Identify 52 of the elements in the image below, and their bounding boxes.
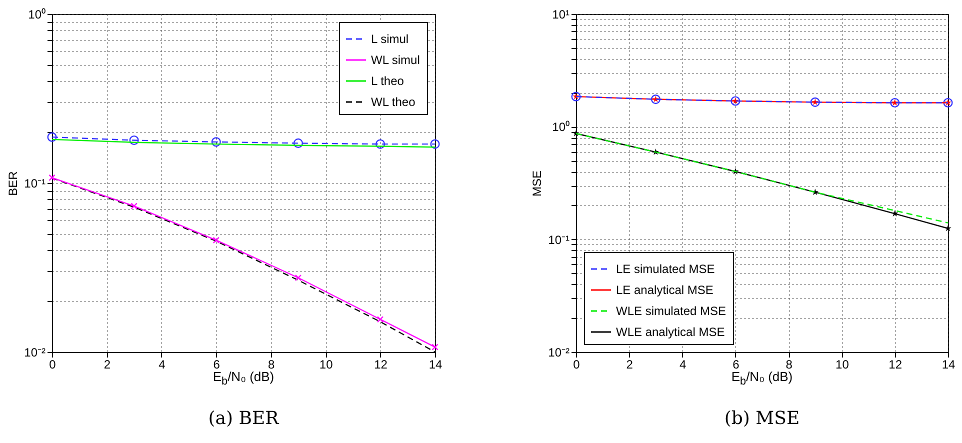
x-tick-label: 14 — [428, 358, 442, 372]
x-tick-label: 2 — [626, 358, 634, 372]
x-tick-label: 8 — [268, 358, 276, 372]
point — [432, 344, 438, 350]
y-axis-title: MSE — [530, 170, 544, 197]
point — [212, 236, 220, 244]
x-tick-label: 6 — [732, 358, 740, 372]
x-axis-title: E$_{b}$/N₀ (dB) — [731, 369, 793, 388]
point — [48, 174, 56, 182]
y-tick-label: 10¹ — [552, 8, 570, 22]
y-tick-label: 10⁰ — [28, 8, 46, 22]
legend-label: L theo — [371, 74, 404, 88]
point — [129, 135, 139, 146]
legend-label: L simul — [371, 32, 409, 46]
y-tick-label: 10⁻¹ — [24, 176, 46, 190]
x-tick-label: 8 — [786, 358, 793, 372]
x-tick-label: 10 — [836, 358, 850, 372]
text: (b) MSE — [723, 408, 801, 429]
y-tick-label: 10⁻² — [548, 346, 570, 360]
x-tick-label: 2 — [104, 358, 111, 372]
x-tick-label: 0 — [573, 358, 580, 372]
point — [944, 224, 952, 232]
x-tick-label: 10 — [319, 358, 334, 372]
text: (a) BER — [207, 408, 280, 429]
legend-label: WLE simulated MSE — [616, 304, 726, 318]
x-tick-label: 12 — [888, 358, 902, 372]
legend-label: LE simulated MSE — [616, 262, 715, 276]
x-tick-label: 12 — [374, 358, 388, 372]
legend-label: WL theo — [371, 95, 416, 109]
point — [211, 137, 221, 147]
x-tick-label: 0 — [49, 358, 56, 372]
legend-label: WL simul — [371, 53, 420, 67]
y-tick-label: 10⁰ — [552, 120, 570, 134]
point — [47, 132, 57, 142]
point — [376, 316, 384, 323]
legend-label: WLE analytical MSE — [616, 325, 725, 339]
line-series — [52, 138, 435, 148]
legend-label: LE analytical MSE — [616, 283, 714, 297]
point — [892, 210, 898, 217]
x-tick-label: 4 — [679, 358, 686, 372]
y-tick-label: 10⁻¹ — [548, 232, 570, 247]
x-tick-label: 4 — [158, 358, 166, 372]
point — [130, 202, 138, 210]
y-tick-label: 10⁻² — [24, 346, 46, 360]
point — [430, 139, 440, 149]
x-axis-title: E$_{b}$/N₀ (dB) — [212, 369, 274, 388]
point — [376, 139, 386, 149]
point — [294, 274, 302, 282]
x-tick-label: 14 — [942, 358, 956, 372]
point — [293, 138, 303, 148]
x-tick-label: 6 — [213, 358, 220, 372]
y-axis-title: BER — [6, 170, 20, 196]
